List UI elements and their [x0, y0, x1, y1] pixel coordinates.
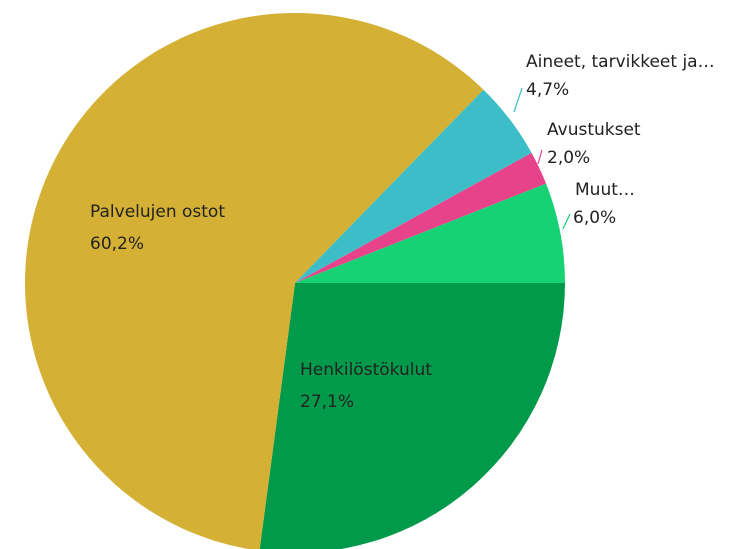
slice-value-label: 6,0%: [573, 208, 616, 228]
slice-label: Aineet, tarvikkeet ja…: [526, 52, 715, 72]
leader-line: [562, 213, 571, 230]
leader-line: [513, 87, 523, 113]
pie-slice: [25, 13, 484, 549]
slice-label: Henkilöstökulut: [300, 360, 432, 380]
pie-slice: [295, 89, 532, 284]
slice-label: Palvelujen ostot: [90, 202, 225, 222]
pie-slice: [295, 152, 547, 283]
slice-value-label: 60,2%: [90, 234, 144, 254]
pie-slice: [259, 283, 565, 549]
slice-value-label: 27,1%: [300, 392, 354, 412]
slice-label: Avustukset: [547, 120, 641, 140]
slice-label: Muut…: [575, 180, 635, 200]
slice-value-label: 4,7%: [526, 80, 569, 100]
leader-line: [537, 149, 543, 165]
slice-value-label: 2,0%: [547, 148, 590, 168]
pie-slice: [295, 183, 565, 283]
